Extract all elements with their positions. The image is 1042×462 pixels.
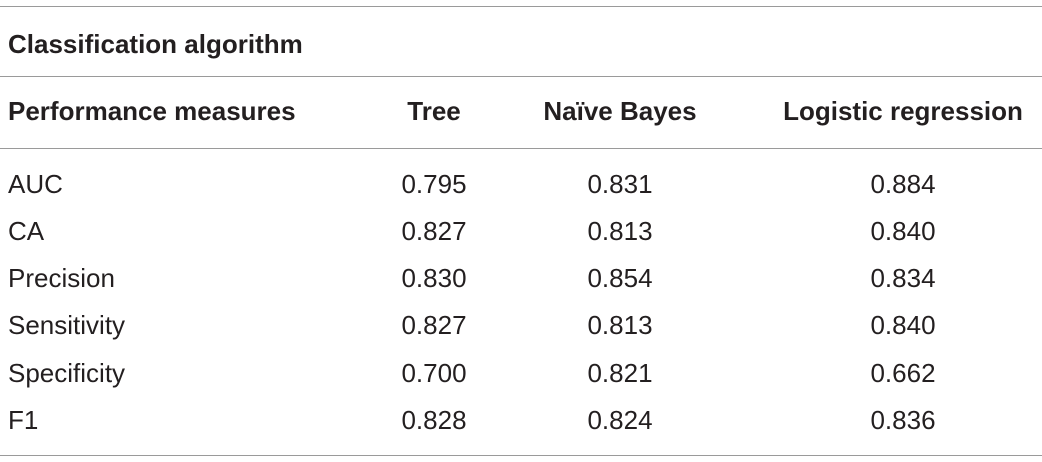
value-cell: 0.824: [587, 405, 653, 435]
value-cell: 0.795: [401, 169, 467, 199]
value-cell: 0.840: [870, 216, 936, 246]
column-header: Tree: [407, 96, 461, 126]
group-header: Classification algorithm: [8, 29, 303, 59]
row-label: F1: [8, 405, 39, 435]
value-cell: 0.836: [870, 405, 936, 435]
value-cell: 0.840: [870, 310, 936, 340]
column-header: Naïve Bayes: [543, 96, 697, 126]
value-cell: 0.828: [401, 405, 467, 435]
value-cell: 0.821: [587, 358, 653, 388]
group-rule: [0, 76, 1042, 77]
value-cell: 0.662: [870, 358, 936, 388]
row-label: Specificity: [8, 358, 126, 388]
row-label: Sensitivity: [8, 310, 126, 340]
row-label: CA: [8, 216, 45, 246]
value-cell: 0.813: [587, 310, 653, 340]
value-cell: 0.884: [870, 169, 936, 199]
top-rule: [0, 6, 1042, 7]
column-header: Performance measures: [8, 96, 296, 126]
value-cell: 0.827: [401, 310, 467, 340]
value-cell: 0.813: [587, 216, 653, 246]
value-cell: 0.831: [587, 169, 653, 199]
value-cell: 0.830: [401, 263, 467, 293]
value-cell: 0.834: [870, 263, 936, 293]
bottom-rule: [0, 455, 1042, 456]
value-cell: 0.700: [401, 358, 467, 388]
row-label: AUC: [8, 169, 63, 199]
value-cell: 0.827: [401, 216, 467, 246]
header-rule: [0, 148, 1042, 149]
value-cell: 0.854: [587, 263, 653, 293]
row-label: Precision: [8, 263, 115, 293]
column-header: Logistic regression: [783, 96, 1023, 126]
